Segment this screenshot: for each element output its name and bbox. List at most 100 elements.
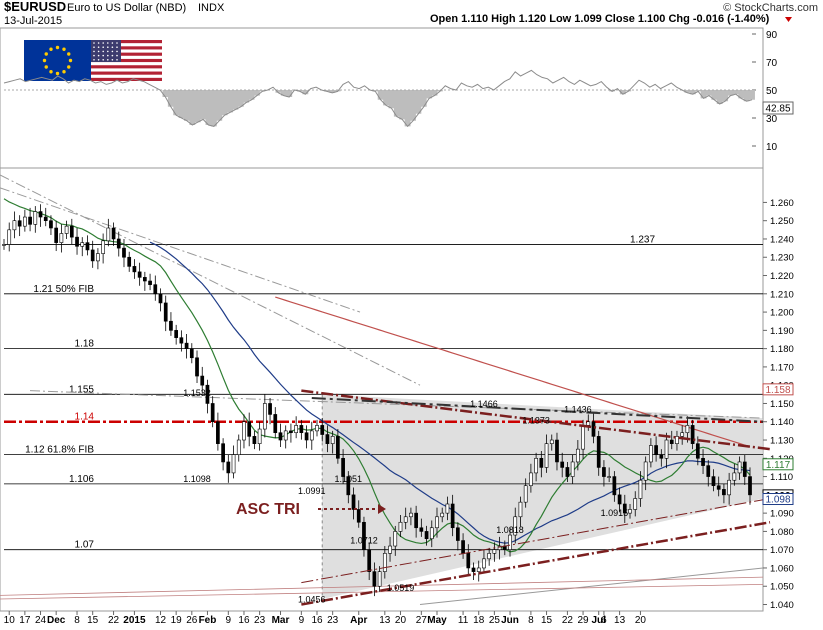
candlestick [602,467,606,477]
rsi-current-label: 42.85 [765,104,790,115]
level-label: 1.07 [75,540,95,551]
us-stripe [91,71,162,75]
candlestick [732,472,737,481]
candlestick [711,476,716,487]
candlestick [320,425,325,435]
pivot-price-label: 1.0991 [298,486,326,496]
x-tick-label: 18 [473,615,485,625]
price-tick-label: 1.110 [770,472,793,483]
candlestick [236,439,241,455]
x-tick-label: 15 [541,615,553,625]
us-star-icon [102,46,104,48]
us-star-icon [116,50,118,53]
x-tick-label: 16 [311,615,323,625]
level-label: 1.14 [75,412,95,423]
candlestick [137,271,142,278]
candlestick [106,227,111,242]
candlestick [701,457,705,466]
candlestick [403,516,408,523]
eu-star-icon [67,65,71,69]
candlestick [471,567,476,572]
x-tick-label: 13 [379,615,391,625]
candlestick [690,425,695,444]
x-tick-label: 12 [155,615,167,625]
x-tick-label: Jul [591,615,606,625]
price-value-badge-label: 1.098 [765,495,790,506]
candlestick [748,476,752,496]
us-star-icon [102,50,104,53]
candlestick [591,421,596,437]
candlestick [409,512,413,518]
candlestick [544,443,549,468]
us-star-icon [107,54,109,57]
price-value-badge [762,383,794,396]
rsi-line [3,69,753,128]
candlestick [205,384,210,404]
triangle-shaded-box [322,394,763,600]
candlestick [393,531,398,547]
candlestick [382,553,387,572]
candlestick [262,403,267,430]
candlestick [398,521,403,532]
price-tick-label: 1.170 [770,362,794,373]
candlestick [534,457,538,474]
trend-line-gray [0,187,361,313]
candlestick [518,501,523,518]
candlestick [351,494,356,510]
change-down-arrow-icon [785,17,792,22]
candlestick [555,439,559,463]
us-star-icon [111,50,114,53]
candlestick [49,220,53,229]
level-label: 1.106 [69,474,94,485]
annotation-arrow-head-icon [378,504,386,514]
candlestick [362,521,366,550]
price-value-badge-label: 1.158 [765,385,790,396]
asc-tri-annotation: ASC TRI [236,501,300,518]
candlestick [221,443,225,463]
x-tick-label: 6 [601,615,607,625]
x-tick-label: 8 [74,615,80,625]
candlestick [153,284,158,295]
eu-us-flag-logo [24,40,162,81]
x-tick-label: 17 [19,615,31,625]
candlestick [174,330,179,338]
candlestick [596,436,601,468]
x-tick-label: 25 [489,615,501,625]
candlestick [529,472,533,487]
moving-average-green [3,198,751,553]
x-tick-label: 15 [87,615,99,625]
candlestick [633,498,638,510]
candlestick [252,436,257,444]
trend-line-gray [419,567,764,606]
symbol-title: $EURUSD [4,0,66,14]
candlestick [424,531,429,540]
candlestick [706,465,711,477]
candlestick [17,220,22,227]
x-tick-label: 26 [186,615,198,625]
x-tick-label: 8 [528,615,534,625]
x-tick-label: 22 [108,615,120,625]
candlestick [435,516,439,529]
us-star-icon [107,59,109,61]
candlestick [445,503,450,514]
moving-average-blue [149,241,751,544]
x-tick-label: 19 [171,615,183,625]
price-tick-label: 1.090 [770,509,794,520]
candlestick [450,503,455,529]
price-value-badge-label: 1.117 [766,460,791,471]
candlestick [90,249,95,262]
candlestick [461,540,465,554]
upper-trendline [301,389,771,451]
candlestick [2,244,6,246]
x-tick-label: Mar [272,615,290,625]
us-stripe [91,40,162,44]
candlestick [80,242,85,247]
price-value-badge [762,493,794,506]
pivot-price-label: 1.0818 [496,525,524,535]
candlestick [242,421,246,441]
candlestick [669,439,674,444]
price-tick-label: 1.080 [770,527,794,538]
us-stripe [91,65,162,69]
us-star-icon [107,50,109,53]
